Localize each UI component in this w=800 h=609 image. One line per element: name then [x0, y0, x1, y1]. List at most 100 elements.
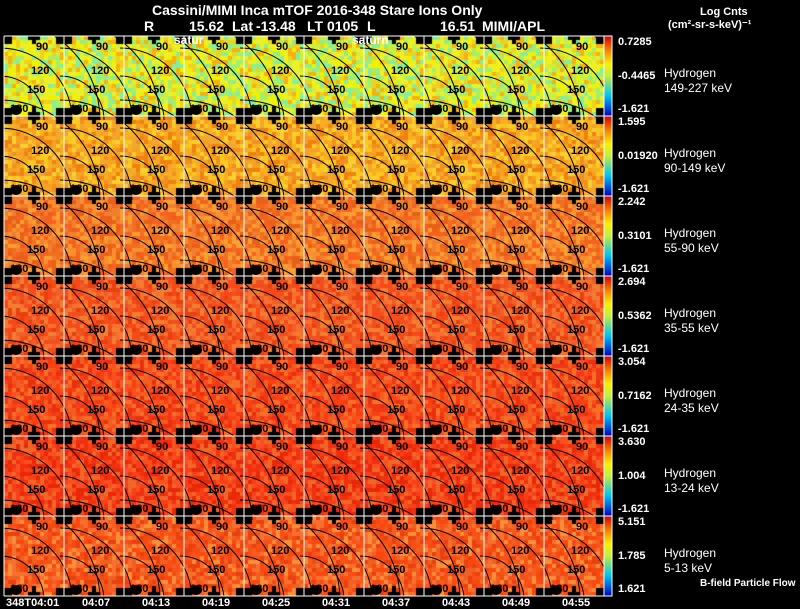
pitch-angle-label: 150: [447, 244, 465, 256]
pitch-angle-label: 90: [396, 121, 408, 133]
colorbar-mid: 0.01920: [618, 150, 658, 162]
pitch-angle-arc: [359, 419, 461, 521]
pitch-angle-label: 180: [490, 183, 508, 195]
pitch-angle-label: 180: [190, 103, 208, 115]
pitch-angle-label: 180: [10, 583, 28, 595]
pitch-angle-label: 120: [91, 65, 109, 77]
species-label: Hydrogen: [664, 146, 717, 160]
saturn-disk-icon: [430, 505, 442, 515]
pitch-angle-arc: [119, 179, 221, 281]
pitch-angle-arc: [539, 555, 585, 601]
pitch-angle-label: 120: [271, 465, 289, 477]
pitch-angle-label: 180: [10, 423, 28, 435]
pitch-angle-arc: [119, 395, 165, 441]
pitch-angle-label: 150: [87, 324, 105, 336]
colorbar-mid: 1.004: [618, 470, 646, 482]
pitch-angle-label: 90: [216, 41, 228, 53]
saturn-disk-icon: [130, 505, 142, 515]
pitch-angle-label: 120: [91, 465, 109, 477]
saturn-disk-icon: [10, 345, 22, 355]
pitch-angle-arc: [179, 395, 225, 441]
pitch-angle-arc: [299, 259, 401, 361]
pitch-angle-arc: [239, 419, 341, 521]
pitch-angle-label: 150: [87, 244, 105, 256]
pitch-angle-arc: [479, 47, 553, 121]
saturn-disk-icon: [130, 425, 142, 435]
pitch-angle-arc: [539, 447, 613, 521]
angle-tile: 90 120 150 180: [59, 419, 161, 521]
pitch-angle-label: 90: [96, 41, 108, 53]
pitch-angle-label: 120: [271, 225, 289, 237]
energy-range-label: 35-55 keV: [664, 321, 719, 335]
saturn-disk-icon: [250, 505, 262, 515]
saturn-disk-icon: [490, 345, 502, 355]
angle-tile: 90 120 150 180: [179, 419, 281, 521]
pitch-angle-arc: [299, 287, 373, 361]
pitch-angle-arc: [239, 127, 313, 201]
pitch-angle-arc: [239, 447, 313, 521]
pitch-angle-label: 180: [130, 423, 148, 435]
saturn-disk-icon: [190, 185, 202, 195]
pitch-angle-arc: [539, 475, 585, 521]
saturn-disk-icon: [70, 105, 82, 115]
pitch-angle-arc: [539, 207, 613, 281]
saturn-disk-icon: [190, 105, 202, 115]
pitch-angle-label: 150: [267, 164, 285, 176]
energy-range-label: 24-35 keV: [664, 401, 719, 415]
pitch-angle-arc: [179, 287, 253, 361]
angle-tile: 90 120 150 180: [239, 339, 341, 441]
pitch-angle-arc: [0, 367, 73, 441]
pitch-angle-label: 180: [550, 503, 568, 515]
pitch-angle-label: 180: [250, 503, 268, 515]
pitch-angle-arc: [59, 419, 161, 521]
pitch-angle-label: 120: [31, 545, 49, 557]
pitch-angle-arc: [179, 99, 281, 201]
pitch-angle-arc: [239, 555, 285, 601]
pitch-angle-label: 150: [27, 244, 45, 256]
angle-tile: 90 120 150 180: [299, 339, 401, 441]
angle-tile: 90 120 150 180: [239, 99, 341, 201]
pitch-angle-arc: [359, 555, 405, 601]
pitch-angle-arc: [299, 99, 401, 201]
saturn-disk-icon: [70, 265, 82, 275]
pitch-angle-arc: [119, 475, 165, 521]
saturn-disk-icon: [70, 425, 82, 435]
pitch-angle-arc: [299, 555, 345, 601]
pitch-angle-label: 180: [370, 103, 388, 115]
pitch-angle-label: 180: [490, 103, 508, 115]
pitch-angle-label: 150: [507, 84, 525, 96]
saturn-disk-icon: [310, 105, 322, 115]
pitch-angle-arc: [179, 75, 225, 121]
pitch-angle-arc: [359, 287, 433, 361]
pitch-angle-label: 90: [216, 201, 228, 213]
colorbar: [603, 35, 613, 117]
lat-value: -13.48: [256, 18, 296, 34]
pitch-angle-label: 180: [490, 503, 508, 515]
pitch-angle-arc: [239, 259, 341, 361]
angle-tile: 90 120 150 180: [0, 99, 101, 201]
pitch-angle-arc: [239, 367, 313, 441]
angle-tile: 90 120 150 180: [0, 259, 101, 361]
pitch-angle-label: 90: [276, 201, 288, 213]
pitch-angle-arc: [359, 499, 461, 601]
pitch-angle-arc: [539, 287, 613, 361]
pitch-angle-label: 120: [391, 545, 409, 557]
pitch-angle-label: 150: [327, 324, 345, 336]
time-label: 04:31: [322, 597, 351, 609]
angle-tile: 90 120 150 180: [0, 499, 101, 601]
pitch-angle-label: 120: [331, 305, 349, 317]
pitch-angle-label: 150: [567, 164, 585, 176]
pitch-angle-label: 120: [31, 305, 49, 317]
saturn-disk-icon: [10, 105, 22, 115]
colorbar-mid: 0.5362: [618, 310, 652, 322]
colorbar: [603, 115, 613, 197]
pitch-angle-arc: [0, 555, 45, 601]
angle-tile: 90 120 150 180: [179, 99, 281, 201]
saturn-disk-icon: [250, 585, 262, 595]
pitch-angle-label: 180: [250, 583, 268, 595]
pitch-angle-label: 120: [91, 305, 109, 317]
pitch-angle-label: 120: [91, 545, 109, 557]
saturn-disk-icon: [550, 505, 562, 515]
pitch-angle-arc: [0, 47, 73, 121]
pitch-angle-label: 150: [267, 84, 285, 96]
